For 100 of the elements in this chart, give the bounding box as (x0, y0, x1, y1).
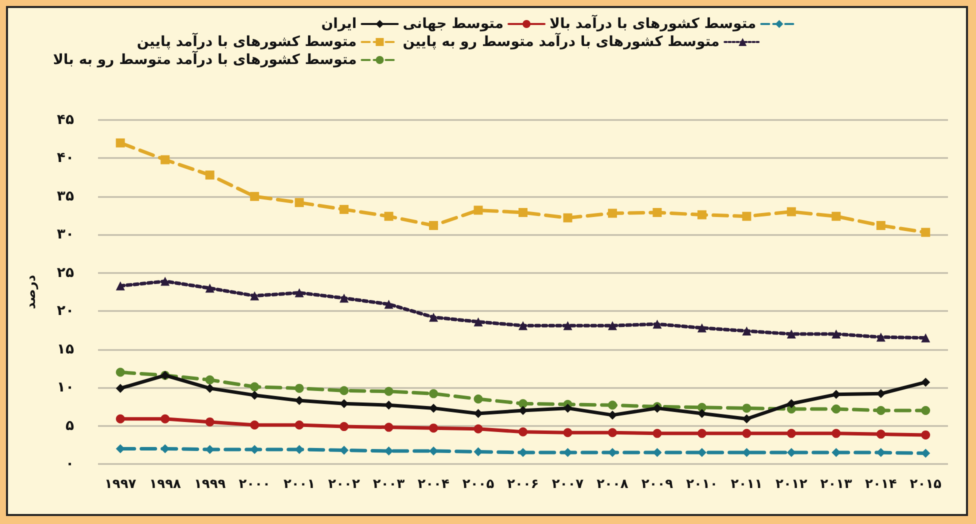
point (429, 220, 438, 230)
y-tick-label: ۴۵ (56, 112, 74, 128)
point (876, 430, 886, 439)
point (384, 212, 394, 221)
point (742, 326, 752, 336)
legend-label: متوسط کشورهای با درآمد متوسط رو به پایین (402, 32, 720, 50)
point (294, 288, 304, 298)
point (474, 394, 483, 404)
point (697, 428, 706, 438)
legend-label: متوسط کشورهای با درآمد متوسط رو به بالا (53, 50, 357, 68)
point (340, 204, 349, 214)
point (832, 212, 841, 221)
point (652, 428, 662, 438)
point (384, 386, 394, 396)
point (697, 323, 706, 332)
y-tick-label: ۳۵ (56, 188, 74, 204)
y-tick-label: ۱۵ (56, 341, 74, 358)
point (921, 406, 930, 415)
point (474, 424, 483, 434)
point (116, 281, 125, 290)
point (250, 192, 260, 201)
point (876, 332, 886, 342)
point (742, 428, 752, 438)
point (786, 207, 796, 216)
point (250, 382, 260, 392)
x-tick-label: ۲۰۱۳ (820, 477, 852, 492)
point (742, 414, 752, 424)
point (160, 155, 170, 164)
point (116, 368, 125, 377)
point (474, 317, 483, 326)
point (786, 399, 796, 408)
point (205, 417, 214, 426)
y-tick-label: ۲۰ (56, 303, 74, 320)
point (832, 404, 841, 414)
point (652, 320, 662, 329)
point (563, 213, 572, 222)
point (608, 208, 617, 218)
point (294, 198, 304, 208)
point (921, 378, 930, 387)
point (518, 208, 528, 217)
point (921, 333, 930, 342)
point (876, 220, 886, 230)
point (340, 386, 349, 396)
y-tick-label: ۳۰ (56, 226, 74, 243)
y-tick-label: ۴۰ (56, 150, 74, 166)
x-tick-label: ۱۹۹۹ (194, 477, 226, 492)
point (921, 228, 930, 237)
x-tick-label: ۱۹۹۷ (104, 477, 136, 492)
point (876, 406, 886, 415)
point (832, 330, 841, 339)
y-tick-label: ۵ (65, 418, 74, 434)
legend-label: متوسط کشورهای با درآمد بالا (550, 14, 756, 32)
x-tick-label: ۲۰۰۲ (328, 477, 360, 492)
point (205, 384, 214, 393)
point (697, 210, 706, 220)
point (608, 321, 617, 330)
x-tick-label: ۱۹۹۸ (149, 477, 182, 492)
point (429, 312, 438, 322)
point (250, 291, 260, 300)
point (474, 206, 483, 215)
point (116, 414, 125, 424)
y-tick-label: ۱۰ (56, 380, 74, 396)
x-tick-label: ۲۰۰۱ (283, 477, 316, 492)
point (205, 284, 214, 293)
point (518, 321, 528, 330)
x-tick-label: ۲۰۰۸ (596, 477, 628, 492)
y-axis-title: درصد (24, 274, 39, 310)
point (294, 420, 304, 430)
point (429, 424, 438, 433)
y-tick-label: ۰ (65, 456, 74, 472)
point (563, 428, 572, 438)
point (116, 138, 125, 148)
point (742, 404, 752, 413)
point (340, 422, 349, 432)
point (518, 427, 528, 436)
x-tick-label: ۲۰۱۴ (865, 477, 897, 492)
point (518, 399, 528, 408)
point (160, 414, 170, 424)
x-tick-label: ۲۰۱۵ (910, 477, 942, 492)
point (563, 321, 572, 330)
x-tick-label: ۲۰۰۵ (462, 477, 494, 492)
legend-label: متوسط جهانی (402, 16, 504, 32)
point (652, 208, 662, 217)
x-tick-label: ۲۰۱۱ (730, 477, 763, 492)
x-tick-label: ۲۰۱۰ (686, 477, 718, 492)
point (384, 422, 394, 432)
point (742, 212, 752, 221)
legend-label: ایران (321, 16, 357, 32)
point (786, 330, 796, 339)
point (384, 300, 394, 309)
point (608, 400, 617, 410)
point (205, 375, 214, 384)
x-tick-label: ۲۰۰۹ (641, 477, 674, 492)
x-tick-label: ۲۰۰۰ (238, 477, 270, 492)
point (160, 276, 170, 286)
x-tick-label: ۲۰۰۶ (507, 477, 539, 492)
point (116, 384, 125, 393)
point (205, 170, 214, 180)
x-tick-label: ۲۰۰۷ (552, 477, 584, 492)
point (250, 420, 260, 430)
